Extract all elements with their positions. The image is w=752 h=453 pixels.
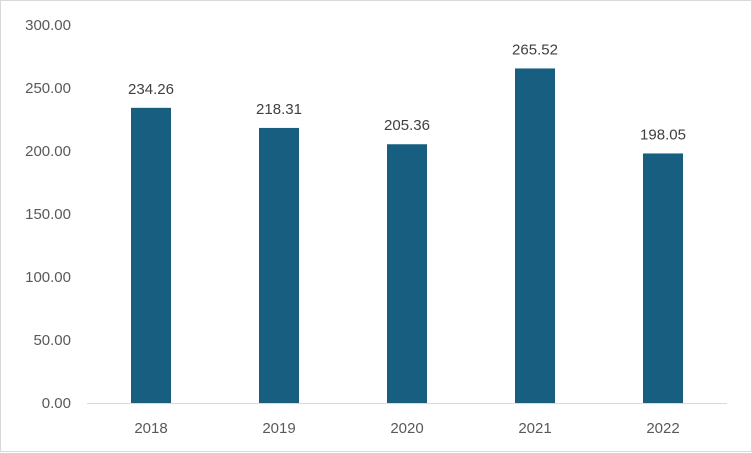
x-tick-label: 2021 <box>518 420 551 437</box>
data-labels: 234.26 218.31 205.36 265.52 198.05 <box>128 41 686 143</box>
y-tick-label: 0.00 <box>42 395 71 412</box>
y-tick-label: 200.00 <box>25 143 71 160</box>
data-label: 218.31 <box>256 101 302 118</box>
data-label: 234.26 <box>128 81 174 98</box>
x-tick-label: 2020 <box>390 420 423 437</box>
bar-2018 <box>131 107 171 403</box>
bar-2021 <box>515 68 555 404</box>
bar-2022 <box>643 153 683 403</box>
x-tick-label: 2022 <box>646 420 679 437</box>
y-tick-label: 300.00 <box>25 17 71 34</box>
data-label: 265.52 <box>512 41 558 58</box>
x-tick-label: 2018 <box>134 420 167 437</box>
x-axis: 2018 2019 2020 2021 2022 <box>134 420 679 437</box>
bar-2020 <box>387 144 427 403</box>
bar-2019 <box>259 127 299 404</box>
y-tick-label: 150.00 <box>25 206 71 223</box>
data-label: 205.36 <box>384 117 430 134</box>
y-axis: 0.00 50.00 100.00 150.00 200.00 250.00 300.00 <box>25 17 71 412</box>
y-tick-label: 100.00 <box>25 269 71 286</box>
y-tick-label: 250.00 <box>25 80 71 97</box>
data-label: 198.05 <box>640 126 686 143</box>
y-tick-label: 50.00 <box>33 332 71 349</box>
bar-series <box>131 68 683 404</box>
x-tick-label: 2019 <box>262 420 295 437</box>
